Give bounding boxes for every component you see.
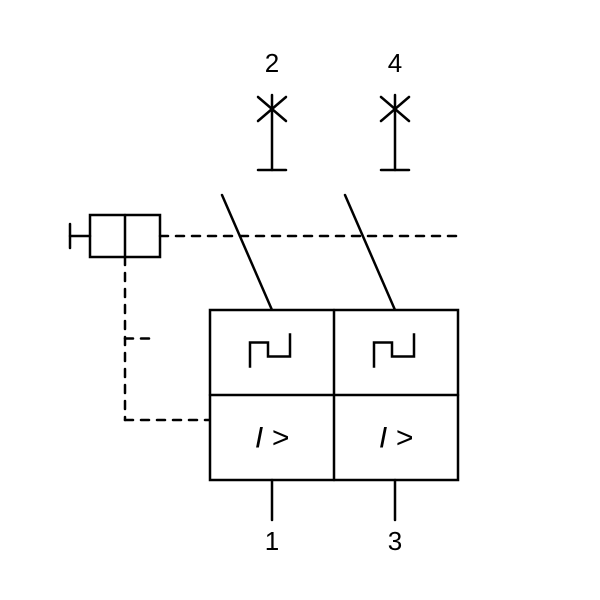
overcurrent-label-left: I > bbox=[255, 422, 289, 455]
terminal-3-label: 3 bbox=[388, 526, 402, 556]
overcurrent-label-right: I > bbox=[379, 422, 413, 455]
terminal-4-label: 4 bbox=[388, 48, 402, 78]
terminal-2-label: 2 bbox=[265, 48, 279, 78]
terminal-1-label: 1 bbox=[265, 526, 279, 556]
circuit-breaker-schematic: 2 4 I > I > 1 3 bbox=[0, 0, 600, 600]
